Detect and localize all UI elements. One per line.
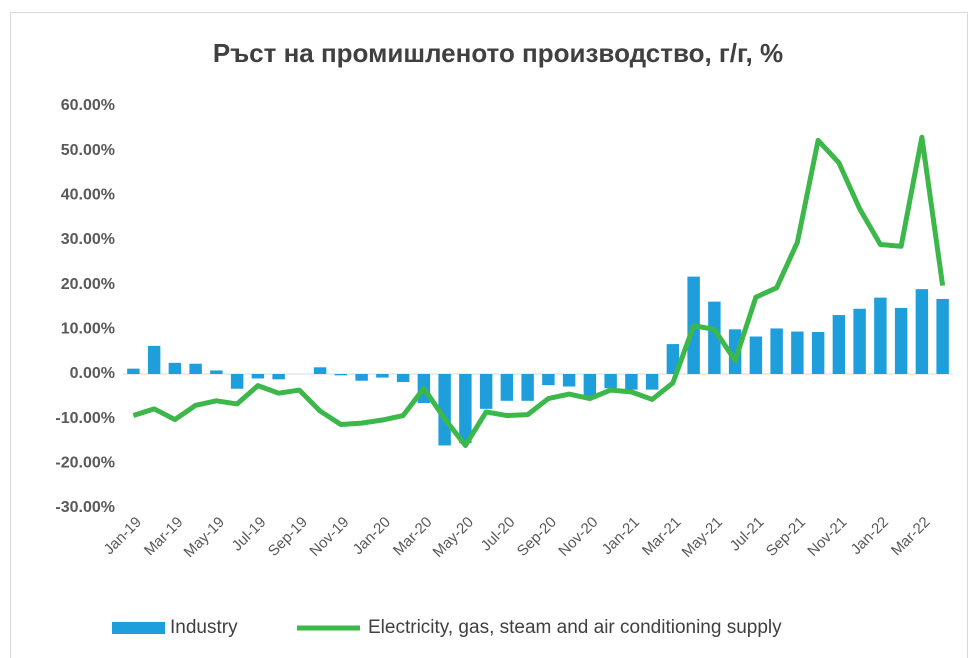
bar: [915, 289, 929, 374]
bar: [645, 374, 659, 390]
bar: [459, 374, 472, 444]
bar: [625, 374, 638, 390]
bar: [210, 370, 223, 374]
bar: [500, 374, 514, 401]
bar: [749, 336, 763, 374]
bar: [604, 374, 617, 389]
x-tick-label: Nov-20: [555, 514, 601, 560]
x-tick-label: May-20: [430, 514, 477, 561]
bar: [355, 374, 368, 381]
y-tick-label: -30.00%: [55, 499, 115, 516]
y-tick-label: 20.00%: [61, 276, 115, 293]
legend-label: Electricity, gas, steam and air conditio…: [368, 617, 782, 638]
bar: [583, 374, 597, 399]
x-tick-label: Jan-21: [599, 514, 643, 558]
bar: [562, 374, 576, 387]
x-tick-label: Jan-19: [101, 514, 145, 558]
bar: [168, 362, 182, 374]
x-tick-label: Nov-19: [306, 514, 352, 560]
x-tick-label: Jan-20: [350, 514, 394, 558]
bar: [396, 374, 410, 383]
y-tick-label: 50.00%: [61, 142, 115, 159]
bar: [874, 297, 887, 374]
bar: [936, 298, 949, 374]
bar: [728, 329, 742, 374]
bar: [894, 307, 908, 374]
bar: [334, 374, 348, 376]
bar: [853, 308, 866, 374]
legend-label: Industry: [170, 617, 238, 638]
x-tick-label: Mar-21: [639, 514, 685, 560]
bar: [708, 301, 721, 374]
bar: [127, 368, 140, 374]
chart-title: Ръст на промишленото производство, г/г, …: [213, 38, 783, 68]
y-tick-label: -20.00%: [55, 455, 115, 472]
bar: [251, 374, 265, 379]
bar: [791, 331, 804, 374]
x-tick-label: Mar-22: [888, 514, 934, 560]
bar: [666, 344, 680, 374]
y-tick-label: 0.00%: [70, 365, 115, 382]
bar: [147, 345, 161, 374]
bar: [542, 374, 555, 386]
bar: [189, 363, 202, 374]
bar: [313, 367, 327, 374]
y-tick-label: 30.00%: [61, 231, 115, 248]
x-tick-label: May-19: [181, 514, 228, 561]
line: [132, 134, 946, 448]
x-tick-label: Mar-19: [141, 514, 187, 560]
bar: [230, 374, 244, 389]
x-tick-label: Jul-19: [229, 514, 270, 555]
legend-swatch: [112, 622, 165, 634]
x-tick-label: Sep-20: [514, 514, 560, 560]
bar: [770, 328, 783, 374]
bar: [479, 374, 493, 409]
y-tick-label: 40.00%: [61, 187, 115, 204]
x-tick-label: Jul-20: [478, 514, 519, 555]
bar: [832, 315, 846, 374]
y-tick-label: 10.00%: [61, 321, 115, 338]
x-tick-label: May-21: [679, 514, 726, 561]
x-tick-label: Sep-19: [265, 514, 311, 560]
y-tick-label: 60.00%: [61, 97, 115, 114]
x-tick-label: Jan-22: [848, 514, 892, 558]
x-tick-label: Sep-21: [763, 514, 809, 560]
bar: [811, 332, 825, 374]
x-tick-label: Jul-21: [727, 514, 768, 555]
chart-frame: [10, 12, 968, 658]
bar: [521, 374, 534, 401]
bar: [438, 374, 451, 446]
bar: [272, 374, 285, 380]
x-tick-label: Nov-21: [804, 514, 850, 560]
bar: [376, 374, 389, 378]
y-tick-label: -10.00%: [55, 410, 115, 427]
x-tick-label: Mar-20: [390, 514, 436, 560]
